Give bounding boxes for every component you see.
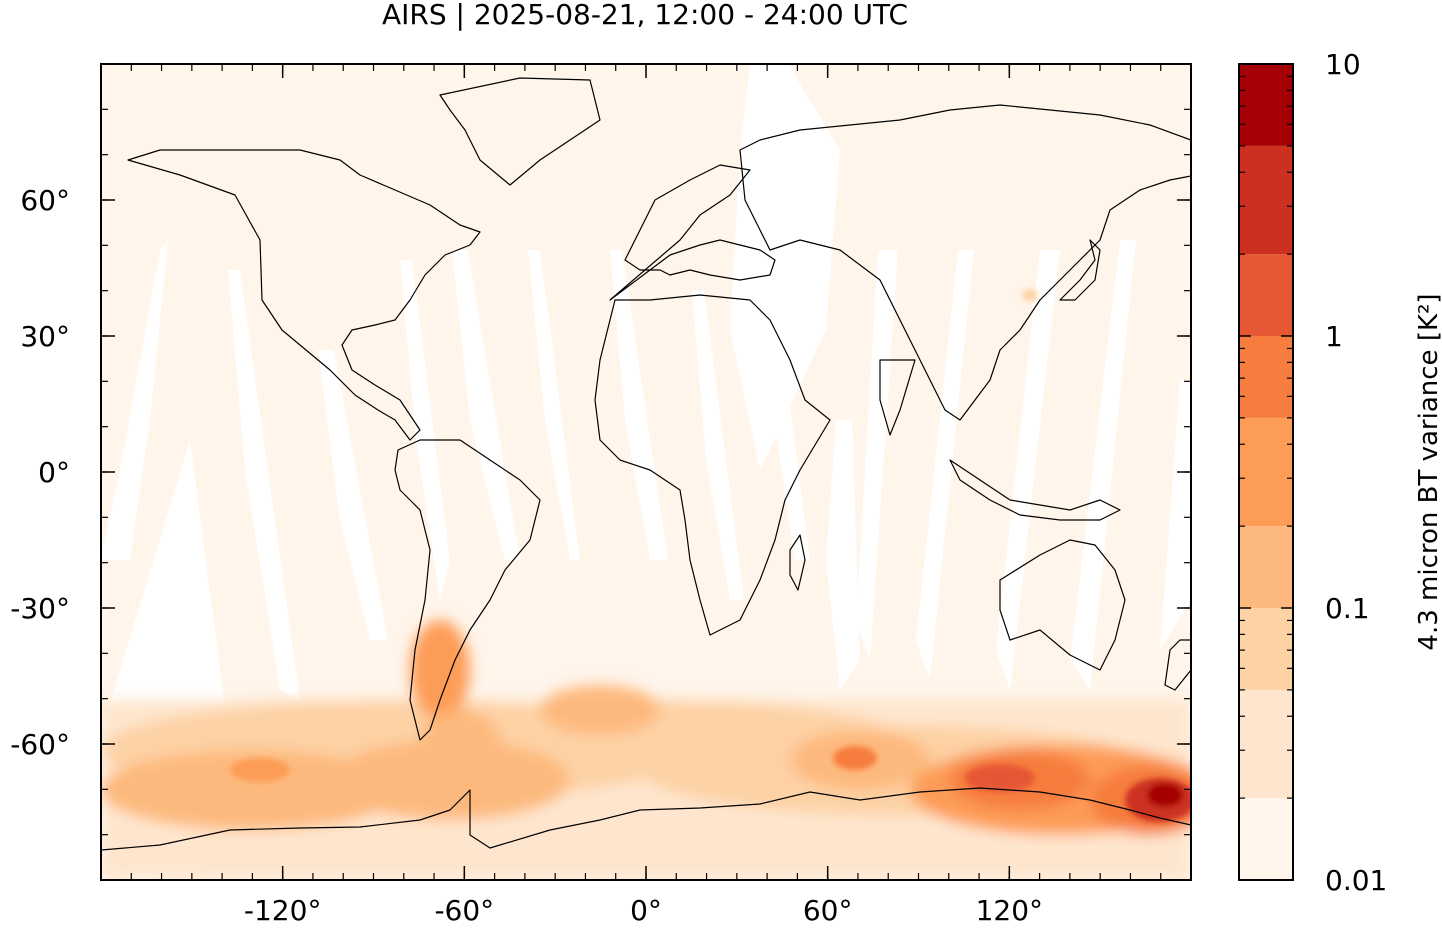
colorbar-bins: [1239, 64, 1293, 880]
field-patch: [1147, 783, 1183, 807]
coastline-europe: [609, 164, 776, 301]
coastlines: [101, 77, 1191, 851]
colorbar-tick-label: 0.01: [1325, 864, 1387, 897]
coastline-north-america: [127, 149, 481, 441]
map-axis-labels: -120° -60° 0° 60° 120° 60° 30° 0° -30° -60°: [10, 184, 1043, 927]
field-patch: [230, 758, 290, 782]
field-patch: [420, 710, 500, 770]
colorbar-frame: [1238, 63, 1294, 881]
coastline-madagascar: [789, 534, 806, 591]
map-plot-area: [101, 64, 1191, 880]
coastline-greenland: [439, 77, 601, 186]
orbit-gap: [758, 250, 810, 560]
map-title: AIRS | 2025-08-21, 12:00 - 24:00 UTC: [381, 0, 909, 31]
y-tick-label: -60°: [10, 728, 70, 761]
colorbar: 10 1 0.1 0.01 4.3 micron BT variance [K²]: [1238, 48, 1442, 897]
field-patch: [1022, 289, 1038, 301]
orbit-gap: [692, 290, 744, 600]
colorbar-bin: [1239, 608, 1293, 690]
colorbar-tick-label: 0.1: [1325, 592, 1370, 625]
field-patch: [965, 764, 1035, 792]
colorbar-tick-label: 1: [1325, 320, 1343, 353]
orbit-gap: [528, 250, 580, 560]
orbit-gap: [826, 420, 860, 690]
colorbar-bin: [1239, 689, 1293, 799]
colorbar-bin: [1239, 145, 1293, 255]
colorbar-bin: [1239, 417, 1293, 527]
map-ticks: [100, 63, 1192, 881]
colorbar-bin: [1239, 336, 1293, 418]
x-tick-label: -60°: [434, 894, 494, 927]
orbit-gap: [916, 250, 974, 680]
y-tick-label: 30°: [20, 320, 70, 353]
field-patch: [101, 750, 400, 830]
x-tick-label: 60°: [803, 894, 853, 927]
colorbar-title: 4.3 micron BT variance [K²]: [1414, 293, 1442, 650]
colorbar-bin: [1239, 64, 1293, 146]
field-patch: [833, 746, 877, 770]
orbit-gap: [730, 64, 840, 470]
field-patch: [540, 685, 660, 735]
orbit-gap: [452, 250, 520, 560]
colorbar-bin: [1239, 254, 1293, 336]
orbit-gap: [101, 240, 168, 560]
coastline-asia: [739, 104, 1191, 421]
orbit-gap: [610, 250, 668, 560]
coastline-new-zealand: [1164, 639, 1191, 691]
colorbar-tick-label: 10: [1325, 48, 1361, 81]
colorbar-ticks: [1239, 63, 1293, 881]
x-tick-label: 120°: [976, 894, 1043, 927]
coastline-indonesia: [949, 459, 1121, 521]
orbit-gap: [1070, 240, 1136, 690]
coastline-japan: [1059, 239, 1101, 301]
orbit-gap: [1160, 380, 1191, 650]
orbit-gap: [996, 250, 1060, 690]
orbit-gap: [856, 250, 898, 660]
field-patch: [330, 740, 570, 820]
coastline-india: [879, 359, 916, 436]
orbit-gap: [400, 260, 450, 600]
x-tick-label: -120°: [244, 894, 322, 927]
orbit-gap: [318, 350, 388, 640]
coastline-south-america: [394, 439, 541, 741]
coastline-africa: [594, 294, 831, 636]
y-tick-label: 60°: [20, 184, 70, 217]
y-tick-label: -30°: [10, 592, 70, 625]
field-patch: [410, 620, 470, 720]
y-tick-label: 0°: [38, 456, 70, 489]
coastline-antarctica: [101, 787, 1191, 851]
colorbar-bin: [1239, 526, 1293, 608]
colorbar-tick-labels: 10 1 0.1 0.01: [1325, 48, 1387, 897]
orbit-gap: [228, 270, 300, 700]
colorbar-bin: [1239, 798, 1293, 880]
coastline-australia: [999, 539, 1126, 671]
x-tick-label: 0°: [630, 894, 662, 927]
